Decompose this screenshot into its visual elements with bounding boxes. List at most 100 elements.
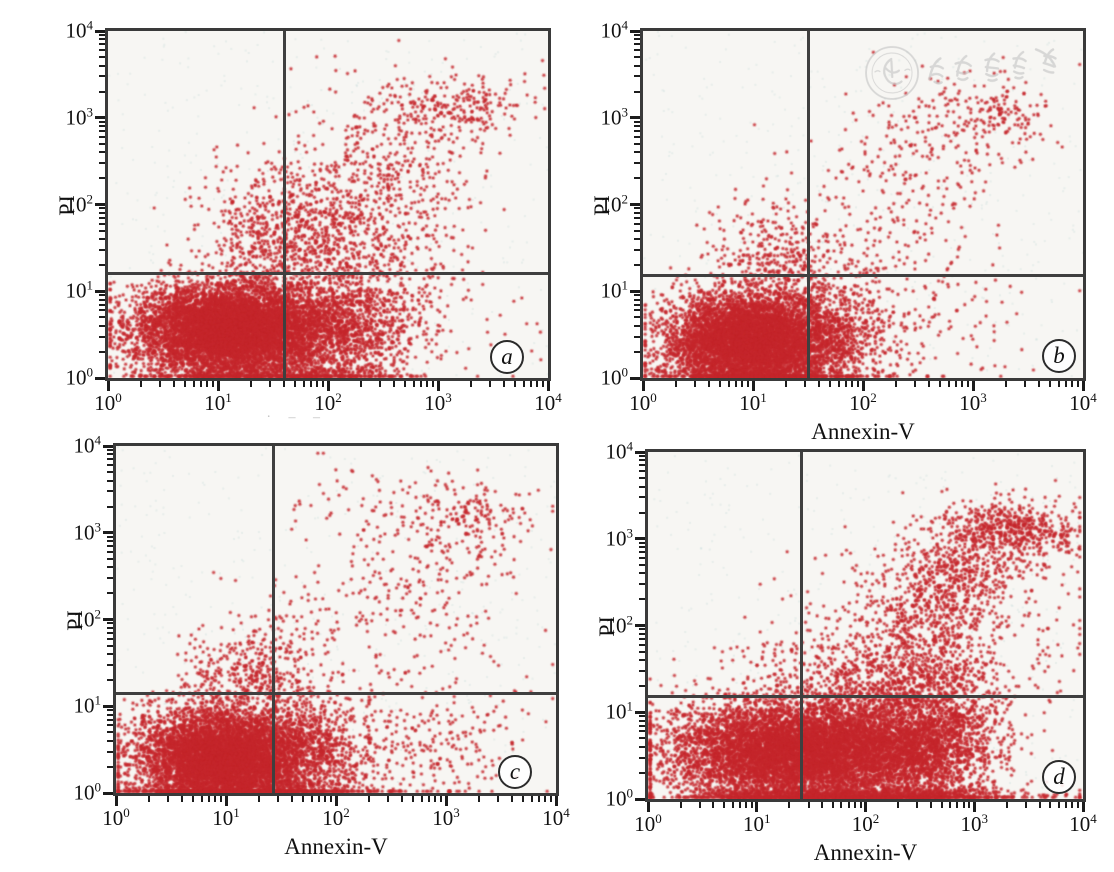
x-axis-tick-mark xyxy=(928,381,931,387)
y-axis-tick-mark xyxy=(107,644,113,647)
y-axis-tick-mark xyxy=(634,33,640,36)
y-axis-tick-label: 102 xyxy=(600,191,629,216)
x-axis-tick-mark xyxy=(1057,381,1060,387)
x-axis-tick-mark xyxy=(940,802,943,808)
x-axis-tick-mark xyxy=(511,796,514,802)
y-axis-tick-label: 102 xyxy=(65,191,94,216)
y-axis-tick-mark xyxy=(107,471,113,474)
x-axis-tick-mark xyxy=(200,796,203,802)
x-axis-tick-mark xyxy=(708,381,711,387)
y-axis-tick-mark xyxy=(107,535,113,538)
y-axis-tick-mark xyxy=(107,637,113,640)
y-axis-tick-mark xyxy=(99,49,105,52)
y-axis-tick-mark xyxy=(639,632,645,635)
x-axis-tick-mark xyxy=(207,796,210,802)
x-axis-tick-mark xyxy=(859,802,862,808)
x-axis-tick-mark xyxy=(968,802,971,808)
x-axis-tick-mark xyxy=(837,381,840,387)
y-axis-tick-mark xyxy=(634,177,640,180)
x-axis-tick-mark xyxy=(211,381,214,387)
x-axis-tick-mark xyxy=(530,796,533,802)
x-axis-tick-mark xyxy=(324,796,327,802)
y-axis-tick-mark xyxy=(99,309,105,312)
x-axis-tick-label: 103 xyxy=(960,811,989,836)
y-axis-tick-mark xyxy=(634,216,640,219)
y-axis-tick-mark xyxy=(107,731,113,734)
x-axis-tick-mark xyxy=(741,381,744,387)
x-axis-tick-mark xyxy=(954,381,957,387)
y-axis-tick-label: 100 xyxy=(73,779,102,805)
x-axis-tick-mark xyxy=(334,796,338,806)
x-axis-tick-mark xyxy=(368,796,371,802)
y-axis-tick-mark xyxy=(107,631,113,634)
y-axis-tick-mark xyxy=(107,557,113,560)
y-axis-tick-mark xyxy=(630,289,640,293)
x-axis-tick-mark xyxy=(403,381,406,387)
x-axis-tick-mark xyxy=(521,796,524,802)
y-axis-tick-label: 100 xyxy=(65,364,94,390)
x-axis-tick-label: 104 xyxy=(534,390,562,415)
y-axis-tick-mark xyxy=(639,541,645,544)
x-axis-tick-mark xyxy=(411,796,414,802)
x-axis-tick-label: 104 xyxy=(1069,811,1097,836)
y-axis-tick-mark xyxy=(107,448,113,451)
y-axis-tick-mark xyxy=(639,715,645,718)
panel-b-quadrant-gate-vertical xyxy=(807,31,811,378)
x-axis-tick-mark xyxy=(727,381,730,387)
y-axis-tick-mark xyxy=(634,335,640,338)
y-axis-tick-mark xyxy=(639,470,645,473)
x-axis-tick-mark xyxy=(785,381,788,387)
panel-d-plot-area: PI Annexin-V d 100 101 102 103 104 100 101 102 1… xyxy=(594,440,1097,865)
y-axis-tick-mark xyxy=(107,739,113,742)
x-axis-tick-mark xyxy=(301,796,304,802)
x-axis-tick-mark xyxy=(277,796,280,802)
x-axis-tick-mark xyxy=(1048,381,1051,387)
x-axis-tick-label: 102 xyxy=(851,811,880,836)
y-axis-tick-mark xyxy=(634,75,640,78)
x-axis-tick-mark xyxy=(1049,802,1052,808)
x-axis-tick-mark xyxy=(694,381,697,387)
x-axis-tick-mark xyxy=(427,796,430,802)
panel-c-scatter-canvas xyxy=(116,446,556,793)
y-axis-tick-mark xyxy=(634,120,640,123)
x-axis-tick-mark xyxy=(167,796,170,802)
x-axis-tick-mark xyxy=(503,381,506,387)
x-axis-tick-mark xyxy=(554,796,558,806)
x-axis-tick-mark xyxy=(216,381,220,391)
x-axis-tick-mark xyxy=(148,796,151,802)
x-axis-tick-mark xyxy=(173,381,176,387)
x-axis-tick-mark xyxy=(916,802,919,808)
x-axis-tick-mark xyxy=(537,796,540,802)
x-axis-tick-label: 100 xyxy=(634,811,662,836)
y-axis-tick-mark xyxy=(107,750,113,753)
x-axis-tick-mark xyxy=(192,381,195,387)
y-axis-tick-mark xyxy=(107,724,113,727)
y-axis-tick-mark xyxy=(99,130,105,133)
y-axis-tick-mark xyxy=(103,531,113,535)
panel-b-quadrant-gate-horizontal xyxy=(643,274,1083,278)
y-axis-tick-mark xyxy=(635,710,645,714)
x-axis-tick-mark xyxy=(1005,802,1008,808)
x-axis-tick-mark xyxy=(541,381,544,387)
x-axis-tick-mark xyxy=(1081,802,1085,812)
y-axis-tick-mark xyxy=(107,464,113,467)
y-axis-tick-label: 100 xyxy=(600,364,629,390)
x-axis-tick-mark xyxy=(387,796,390,802)
y-axis-tick-label: 103 xyxy=(65,104,94,130)
x-axis-tick-mark xyxy=(856,381,859,387)
y-axis-tick-mark xyxy=(639,563,645,566)
x-axis-tick-mark xyxy=(1076,381,1079,387)
y-axis-tick-mark xyxy=(103,704,113,708)
y-axis-tick-mark xyxy=(99,229,105,232)
y-axis-tick-label: 101 xyxy=(73,692,102,718)
x-axis-tick-mark xyxy=(309,381,312,387)
panel-b-letter-badge: b xyxy=(1042,339,1076,373)
y-axis-tick-mark xyxy=(107,550,113,553)
y-axis-tick-mark xyxy=(99,151,105,154)
x-axis-tick-mark xyxy=(159,381,162,387)
panel-d-letter-badge: d xyxy=(1042,760,1076,794)
x-axis-tick-mark xyxy=(723,802,725,808)
y-axis-tick-mark xyxy=(107,622,113,625)
y-axis-tick-mark xyxy=(634,350,640,353)
x-axis-tick-mark xyxy=(316,381,319,387)
